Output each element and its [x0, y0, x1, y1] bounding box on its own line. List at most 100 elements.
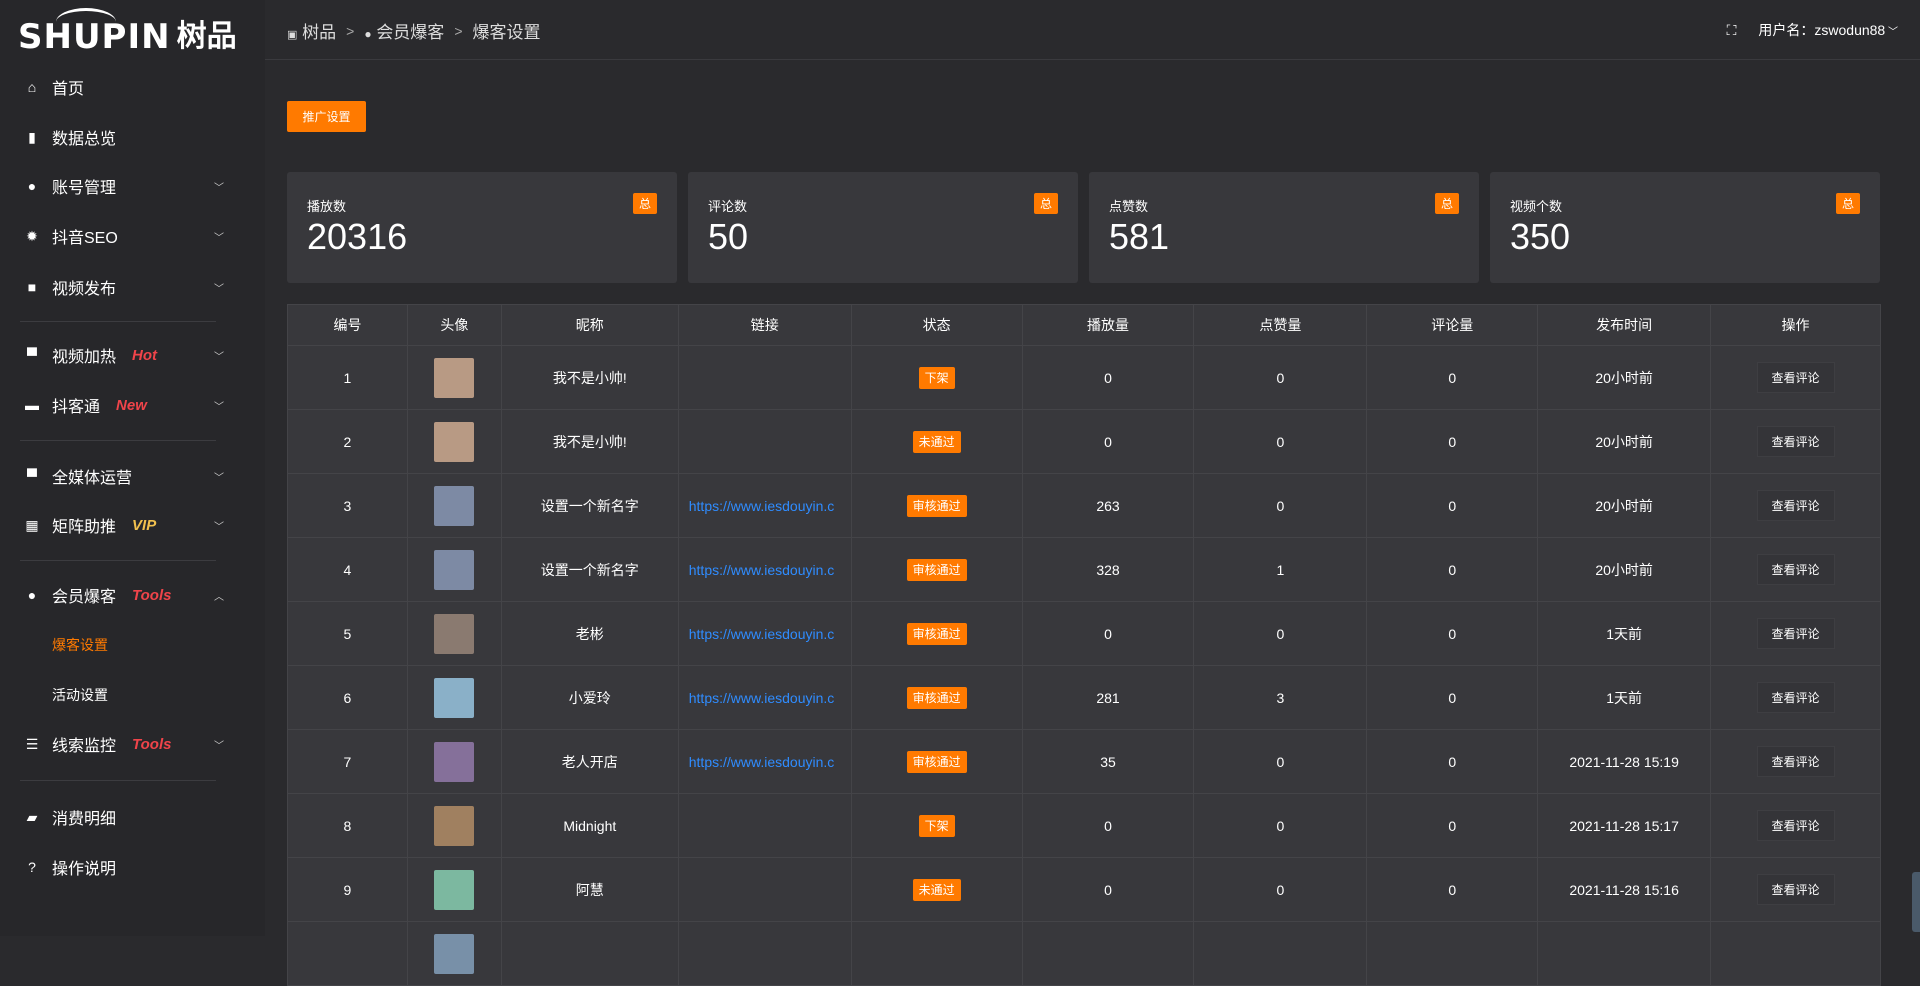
avatar-cell — [406, 537, 502, 602]
avatar — [434, 677, 475, 718]
sidebar-item-6[interactable]: ▬ 抖客通 New ﹀ — [0, 385, 265, 425]
comments: 0 — [1366, 473, 1539, 538]
sidebar-item-8[interactable]: ▦ 矩阵助推 VIP ﹀ — [0, 505, 265, 545]
sidebar-item-3[interactable]: ✹ 抖音SEO ﹀ — [0, 216, 265, 256]
table-row: 7 老人开店 https://www.iesdouyin.c 审核通过 35 0… — [287, 729, 1881, 794]
row-id: 1 — [287, 345, 408, 410]
sidebar-item-label: 全媒体运营 — [52, 470, 133, 487]
sidebar-item-12[interactable]: ? 操作说明 — [0, 847, 265, 887]
status-badge: 未通过 — [912, 879, 961, 901]
action-cell: 查看评论 — [1710, 537, 1881, 602]
fullscreen-icon[interactable]: ⛶ — [1726, 21, 1737, 38]
view-comments-button[interactable]: 查看评论 — [1756, 362, 1835, 393]
logo[interactable]: SHUPIN 树品 — [18, 8, 237, 54]
nickname: 我不是小帅! — [500, 409, 679, 474]
video-link[interactable]: https://www.iesdouyin.c — [688, 561, 835, 578]
avatar — [434, 741, 475, 782]
nickname: 小爱玲 — [500, 665, 679, 730]
chevron-icon: ﹀ — [214, 182, 224, 194]
sidebar-item-11[interactable]: ▰ 消费明细 — [0, 797, 265, 837]
view-comments-button[interactable]: 查看评论 — [1756, 810, 1835, 841]
table-row — [287, 921, 1881, 986]
view-comments-button[interactable]: 查看评论 — [1756, 618, 1835, 649]
avatar-cell — [406, 729, 502, 794]
likes: 0 — [1193, 793, 1368, 858]
promo-settings-button[interactable]: 推广设置 — [287, 101, 366, 132]
sidebar-item-5[interactable]: ▀ 视频加热 Hot ﹀ — [0, 335, 265, 375]
link-cell: https://www.iesdouyin.c — [677, 601, 852, 666]
view-comments-button[interactable]: 查看评论 — [1756, 554, 1835, 585]
sidebar-item-label: 抖音SEO — [52, 230, 118, 247]
video-link[interactable]: https://www.iesdouyin.c — [688, 625, 835, 642]
comments: 0 — [1366, 665, 1539, 730]
likes: 0 — [1193, 409, 1368, 474]
row-id: 4 — [287, 537, 408, 602]
video-link[interactable]: https://www.iesdouyin.c — [688, 497, 835, 514]
video-link[interactable]: https://www.iesdouyin.c — [688, 689, 835, 706]
status-badge: 审核通过 — [906, 687, 967, 709]
breadcrumb-member[interactable]: ● 会员爆客 — [364, 23, 445, 42]
video-link[interactable]: https://www.iesdouyin.c — [688, 753, 835, 770]
total-badge: 总 — [632, 193, 657, 214]
plays: 0 — [1021, 345, 1195, 410]
link-cell: https://www.iesdouyin.c — [677, 665, 852, 730]
sidebar-item-label: 操作说明 — [52, 861, 117, 878]
link-cell — [677, 409, 852, 474]
column-header: 播放量 — [1021, 304, 1195, 346]
view-comments-button[interactable]: 查看评论 — [1756, 874, 1835, 905]
gear-icon: ✹ — [26, 227, 38, 244]
sidebar-item-2[interactable]: ● 账号管理 ﹀ — [0, 166, 265, 206]
divider — [20, 440, 216, 441]
likes: 0 — [1193, 601, 1368, 666]
sidebar-item-4[interactable]: ■ 视频发布 ﹀ — [0, 267, 265, 307]
likes: 0 — [1193, 473, 1368, 538]
breadcrumb-home[interactable]: ▣ 树品 — [287, 23, 337, 42]
sidebar-item-label: 首页 — [52, 81, 85, 98]
chevron-icon: ﹀ — [214, 232, 224, 244]
publish-time: 20小时前 — [1537, 473, 1712, 538]
view-comments-button[interactable]: 查看评论 — [1756, 682, 1835, 713]
view-comments-button[interactable]: 查看评论 — [1756, 746, 1835, 777]
sidebar-item-label: 线索监控 — [52, 738, 117, 755]
link-cell: https://www.iesdouyin.c — [677, 473, 852, 538]
likes: 0 — [1193, 729, 1368, 794]
sidebar-item-9[interactable]: ● 会员爆客 Tools ︿ — [0, 575, 265, 615]
chevron-down-icon: ﹀ — [1885, 27, 1898, 38]
home-icon: ⌂ — [27, 79, 37, 95]
total-badge: 总 — [1835, 193, 1860, 214]
sidebar-item-7[interactable]: ▀ 全媒体运营 ﹀ — [0, 456, 265, 496]
view-comments-button[interactable]: 查看评论 — [1756, 490, 1835, 521]
table-row: 2 我不是小帅! 未通过 0 0 0 20小时前 查看评论 — [287, 409, 1881, 474]
comments: 0 — [1366, 345, 1539, 410]
sidebar-subitem-boke-settings[interactable]: 爆客设置 — [52, 637, 108, 653]
avatar-cell — [406, 345, 502, 410]
status-cell: 审核通过 — [850, 729, 1023, 794]
sidebar-item-0[interactable]: ⌂ 首页 — [0, 67, 265, 107]
status-cell: 下架 — [850, 345, 1023, 410]
stat-value: 350 — [1510, 216, 1571, 257]
avatar — [434, 933, 475, 974]
column-header: 昵称 — [500, 304, 679, 346]
action-cell: 查看评论 — [1710, 793, 1881, 858]
stat-value: 20316 — [307, 216, 408, 257]
grid-icon: ▦ — [25, 516, 39, 533]
publish-time: 1天前 — [1537, 665, 1712, 730]
sidebar-item-1[interactable]: ▮ 数据总览 — [0, 117, 265, 157]
sidebar-item-label: 抖客通 — [52, 399, 101, 416]
link-cell: https://www.iesdouyin.c — [677, 537, 852, 602]
view-comments-button[interactable]: 查看评论 — [1756, 426, 1835, 457]
likes: 0 — [1193, 345, 1368, 410]
sidebar-item-10[interactable]: ☰ 线索监控 Tools ﹀ — [0, 724, 265, 764]
link-cell — [677, 345, 852, 410]
row-id: 8 — [287, 793, 408, 858]
sidebar-item-label: 会员爆客 — [52, 589, 117, 606]
link-cell — [677, 857, 852, 922]
publish-time: 20小时前 — [1537, 409, 1712, 474]
user-menu[interactable]: 用户名：zswodun88 ﹀ — [1758, 22, 1898, 38]
comments: 0 — [1366, 857, 1539, 922]
row-id: 2 — [287, 409, 408, 474]
sidebar-subitem-activity-settings[interactable]: 活动设置 — [52, 687, 108, 703]
action-cell: 查看评论 — [1710, 345, 1881, 410]
column-header: 点赞量 — [1193, 304, 1368, 346]
side-widget[interactable] — [1912, 872, 1920, 932]
